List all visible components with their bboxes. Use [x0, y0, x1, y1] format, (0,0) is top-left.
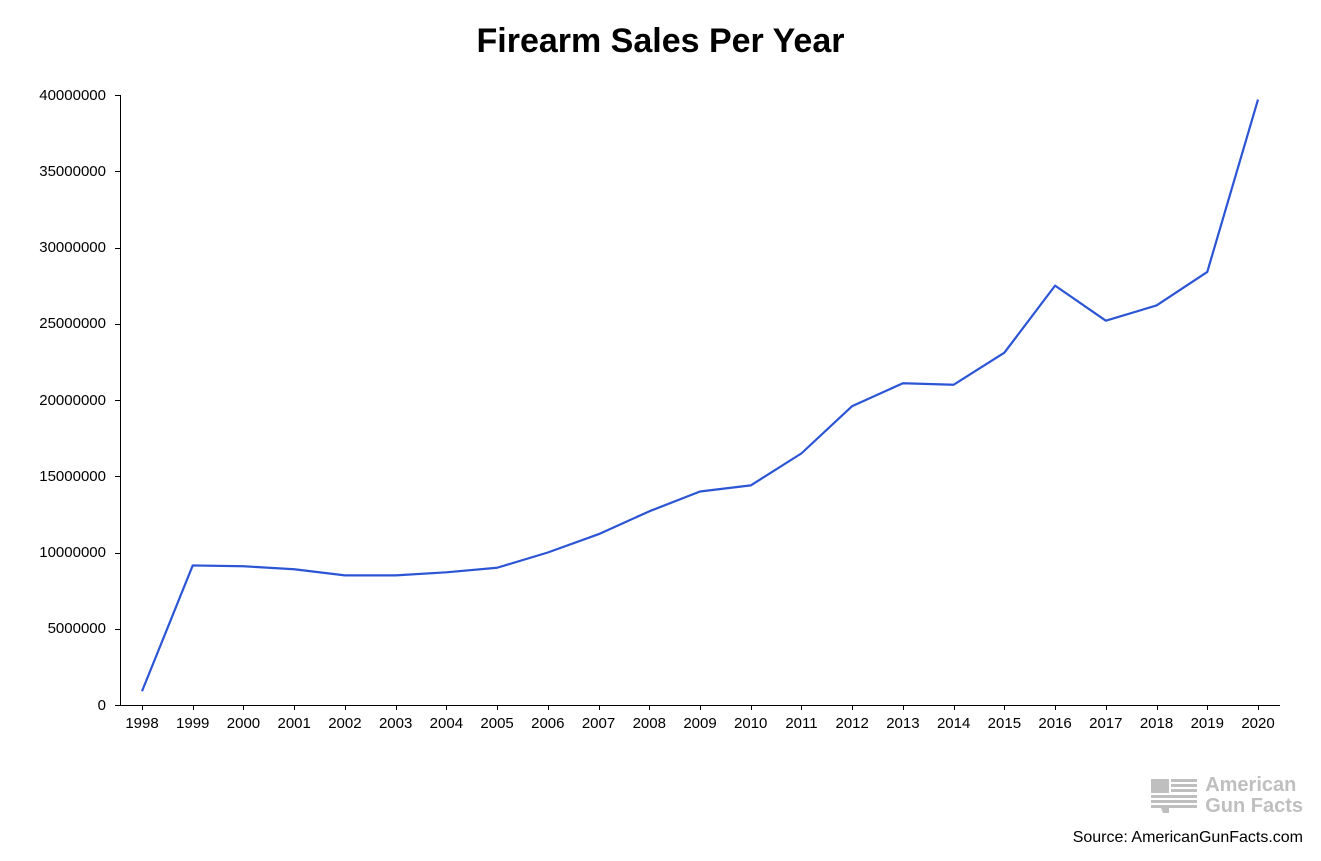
x-tick-label: 2003	[379, 715, 412, 732]
x-tick-mark	[446, 705, 447, 710]
y-tick-label: 0	[0, 697, 106, 714]
y-tick-mark	[115, 629, 120, 630]
y-axis-line	[120, 95, 121, 705]
chart-title: Firearm Sales Per Year	[0, 22, 1321, 61]
x-tick-label: 2018	[1140, 715, 1173, 732]
x-tick-mark	[345, 705, 346, 710]
x-tick-mark	[954, 705, 955, 710]
x-tick-label: 2015	[988, 715, 1021, 732]
x-tick-label: 2017	[1089, 715, 1122, 732]
x-tick-mark	[1207, 705, 1208, 710]
x-tick-mark	[193, 705, 194, 710]
x-tick-label: 2006	[531, 715, 564, 732]
y-tick-mark	[115, 171, 120, 172]
x-tick-mark	[243, 705, 244, 710]
x-tick-mark	[1258, 705, 1259, 710]
y-tick-mark	[115, 324, 120, 325]
x-tick-mark	[903, 705, 904, 710]
y-tick-mark	[115, 248, 120, 249]
x-tick-mark	[1106, 705, 1107, 710]
x-tick-label: 2001	[277, 715, 310, 732]
x-tick-mark	[1004, 705, 1005, 710]
x-tick-label: 2005	[480, 715, 513, 732]
x-tick-mark	[1157, 705, 1158, 710]
brand-logo: American Gun Facts	[1151, 775, 1303, 817]
chart-plot-area	[120, 95, 1280, 705]
y-tick-label: 40000000	[0, 87, 106, 104]
x-tick-mark	[294, 705, 295, 710]
x-tick-mark	[801, 705, 802, 710]
x-tick-label: 2002	[328, 715, 361, 732]
y-tick-label: 5000000	[0, 620, 106, 637]
x-tick-mark	[142, 705, 143, 710]
line-chart-svg	[120, 95, 1280, 705]
y-tick-mark	[115, 95, 120, 96]
y-tick-mark	[115, 705, 120, 706]
x-tick-label: 2010	[734, 715, 767, 732]
x-tick-label: 2016	[1038, 715, 1071, 732]
x-tick-mark	[751, 705, 752, 710]
y-tick-mark	[115, 400, 120, 401]
x-tick-label: 2014	[937, 715, 970, 732]
y-tick-label: 20000000	[0, 392, 106, 409]
x-tick-mark	[396, 705, 397, 710]
brand-line2: Gun Facts	[1205, 796, 1303, 817]
y-tick-label: 15000000	[0, 468, 106, 485]
y-tick-label: 10000000	[0, 544, 106, 561]
x-tick-mark	[548, 705, 549, 710]
x-tick-label: 1999	[176, 715, 209, 732]
x-tick-label: 2007	[582, 715, 615, 732]
x-tick-label: 2000	[227, 715, 260, 732]
x-tick-label: 2004	[430, 715, 463, 732]
y-tick-label: 30000000	[0, 239, 106, 256]
x-tick-mark	[599, 705, 600, 710]
y-tick-mark	[115, 476, 120, 477]
x-tick-label: 2011	[785, 715, 817, 732]
source-attribution: Source: AmericanGunFacts.com	[1073, 829, 1303, 847]
x-tick-mark	[649, 705, 650, 710]
x-tick-mark	[852, 705, 853, 710]
x-tick-label: 2008	[633, 715, 666, 732]
x-tick-label: 1998	[125, 715, 158, 732]
brand-logo-text: American Gun Facts	[1205, 775, 1303, 817]
x-tick-label: 2013	[886, 715, 919, 732]
x-tick-mark	[700, 705, 701, 710]
x-tick-label: 2012	[835, 715, 868, 732]
y-tick-label: 35000000	[0, 163, 106, 180]
y-tick-mark	[115, 553, 120, 554]
x-tick-mark	[497, 705, 498, 710]
flag-gun-icon	[1151, 779, 1197, 813]
x-tick-mark	[1055, 705, 1056, 710]
y-tick-label: 25000000	[0, 315, 106, 332]
brand-line1: American	[1205, 775, 1303, 796]
x-tick-label: 2009	[683, 715, 716, 732]
x-tick-label: 2020	[1241, 715, 1274, 732]
data-series-line	[142, 100, 1258, 692]
x-tick-label: 2019	[1191, 715, 1224, 732]
